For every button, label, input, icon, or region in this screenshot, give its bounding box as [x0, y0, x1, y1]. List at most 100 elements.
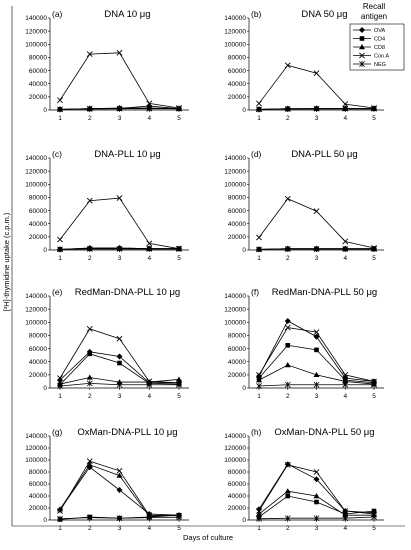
data-point-neg — [256, 383, 262, 390]
data-point-neg — [313, 515, 320, 522]
series-line-con-a — [59, 52, 180, 109]
x-tick-label: 5 — [177, 115, 181, 122]
y-tick-label: 80000 — [29, 195, 47, 202]
y-tick-label: 80000 — [29, 333, 47, 340]
data-point-con-a — [116, 195, 123, 202]
legend-label-neg: NEG — [374, 62, 386, 68]
x-tick-label: 2 — [286, 115, 290, 122]
x-tick-label: 5 — [372, 393, 376, 400]
panel-a: (a) DNA 10 μg 0 20000 40000 60000 80000 100000 1… — [25, 9, 189, 122]
y-tick-label: 60000 — [228, 346, 246, 353]
data-point-neg — [146, 246, 153, 253]
y-tick-label: 100000 — [224, 319, 246, 326]
data-point-con-a — [86, 458, 93, 465]
y-tick-label: 60000 — [29, 481, 47, 488]
x-tick-label: 2 — [88, 525, 92, 532]
data-point-cd8 — [313, 371, 320, 378]
data-point-con-a — [284, 195, 291, 202]
data-point-cd8 — [342, 378, 349, 384]
legend-label-ova: OVA — [374, 28, 386, 34]
data-point-con-a — [313, 208, 320, 215]
data-point-con-a — [256, 371, 262, 378]
y-tick-label: 100000 — [25, 319, 47, 326]
data-point-ova — [116, 353, 123, 360]
series-line-con-a — [59, 197, 180, 250]
y-tick-label: 20000 — [29, 94, 47, 101]
data-point-con-a — [313, 469, 320, 475]
y-tick-label: 0 — [242, 247, 246, 254]
data-point-neg — [86, 105, 93, 112]
y-tick-label: 100000 — [224, 457, 246, 464]
y-tick-label: 20000 — [228, 372, 246, 379]
panel-label: (f) — [251, 287, 259, 297]
panel-title: RedMan-DNA-PLL 10 μg — [75, 287, 180, 298]
y-tick-label: 60000 — [228, 208, 246, 215]
panel-title: DNA-PLL 10 μg — [94, 149, 160, 160]
data-point-neg — [371, 381, 377, 388]
y-tick-label: 40000 — [228, 221, 246, 228]
x-tick-label: 1 — [58, 393, 62, 400]
y-tick-label: 80000 — [228, 195, 246, 202]
x-tick-label: 2 — [286, 393, 290, 400]
data-point-neg — [57, 246, 63, 253]
data-point-cd8 — [342, 512, 349, 518]
data-point-cd8 — [313, 493, 320, 499]
x-tick-label: 1 — [58, 525, 62, 532]
x-tick-label: 3 — [315, 525, 319, 532]
panel-label: (b) — [251, 9, 262, 19]
data-point-neg — [86, 380, 93, 387]
x-tick-label: 2 — [286, 525, 290, 532]
data-point-neg — [116, 246, 123, 253]
data-point-con-a — [313, 329, 320, 336]
data-point-neg — [176, 246, 182, 253]
x-tick-label: 4 — [147, 525, 151, 532]
y-tick-label: 100000 — [25, 457, 47, 464]
panel-title: OxMan-DNA-PLL 10 μg — [77, 427, 177, 438]
data-point-con-a — [86, 51, 93, 58]
y-tick-label: 140000 — [224, 155, 246, 162]
data-point-ova — [284, 317, 291, 324]
legend-marker-neg — [359, 61, 365, 67]
data-point-neg — [342, 246, 349, 253]
x-tick-label: 3 — [315, 393, 319, 400]
data-point-neg — [284, 106, 291, 113]
data-point-neg — [342, 105, 349, 112]
x-tick-label: 2 — [88, 115, 92, 122]
x-tick-label: 1 — [257, 115, 261, 122]
data-point-neg — [146, 514, 153, 521]
data-point-cd4 — [117, 360, 122, 366]
data-point-con-a — [256, 100, 262, 107]
y-tick-label: 100000 — [224, 181, 246, 188]
y-tick-label: 80000 — [29, 55, 47, 62]
panel-title: OxMan-DNA-PLL 50 μg — [274, 427, 374, 438]
panel-label: (h) — [251, 427, 262, 437]
x-tick-label: 1 — [58, 255, 62, 262]
data-point-neg — [371, 105, 377, 112]
panel-title: DNA 50 μg — [301, 9, 347, 20]
data-point-ova — [256, 506, 262, 513]
y-tick-label: 100000 — [224, 41, 246, 48]
x-tick-label: 1 — [257, 525, 261, 532]
y-tick-label: 0 — [242, 385, 246, 392]
x-tick-label: 4 — [147, 255, 151, 262]
data-point-neg — [57, 515, 63, 522]
panel-label: (d) — [251, 149, 262, 159]
y-tick-label: 140000 — [25, 433, 47, 440]
data-point-con-a — [57, 236, 63, 243]
x-tick-label: 4 — [147, 393, 151, 400]
y-tick-label: 40000 — [29, 493, 47, 500]
data-point-neg — [86, 246, 93, 253]
legend-title-line2: antigen — [361, 12, 387, 21]
data-point-con-a — [284, 324, 291, 331]
data-point-neg — [371, 514, 377, 520]
y-tick-label: 40000 — [29, 81, 47, 88]
y-tick-label: 80000 — [228, 55, 246, 62]
y-tick-label: 140000 — [224, 15, 246, 22]
data-point-neg — [176, 381, 182, 388]
y-tick-label: 120000 — [224, 168, 246, 175]
panel-title: DNA 10 μg — [104, 9, 150, 20]
y-tick-label: 40000 — [228, 81, 246, 88]
data-point-ova — [116, 487, 123, 493]
data-point-con-a — [86, 197, 93, 204]
y-tick-label: 0 — [43, 517, 47, 524]
